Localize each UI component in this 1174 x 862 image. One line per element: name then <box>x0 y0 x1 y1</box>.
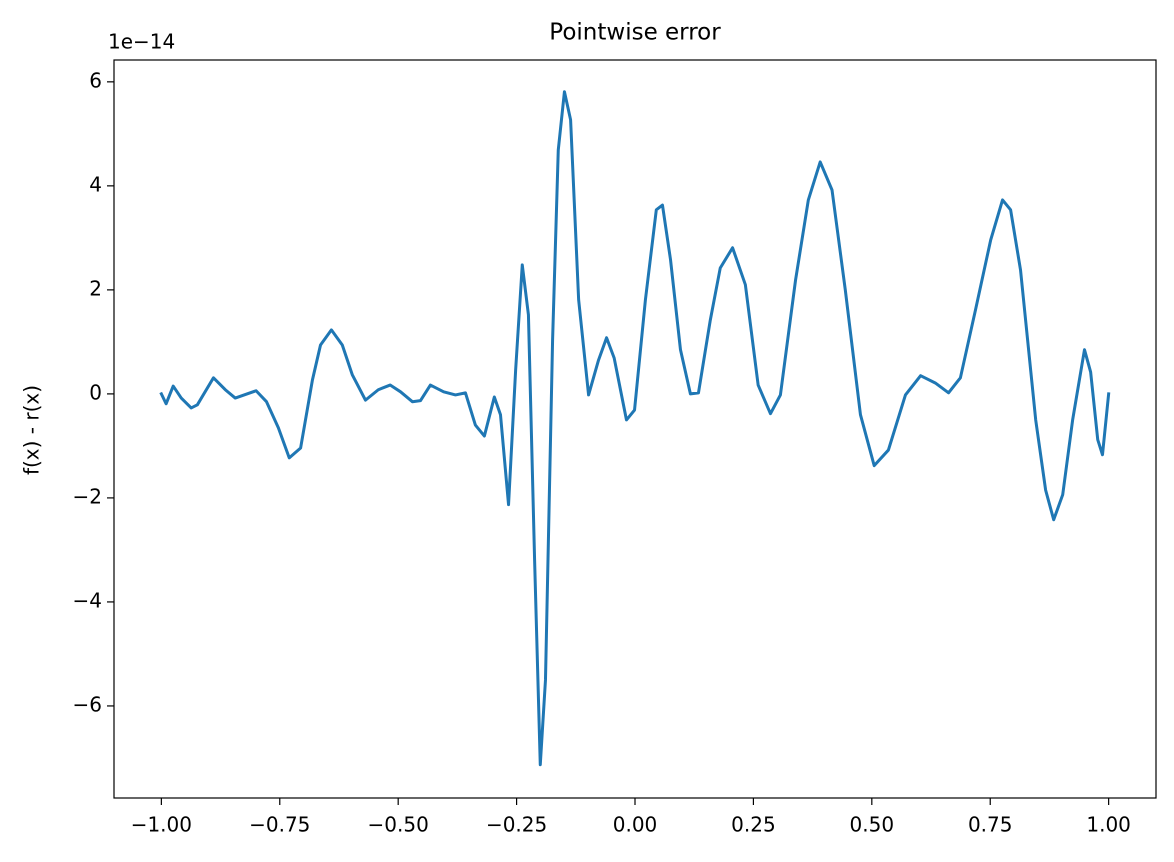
chart-title: Pointwise error <box>549 20 721 46</box>
x-tick-label: −0.50 <box>368 813 429 837</box>
y-tick-label: −2 <box>73 484 102 508</box>
x-tick-label: 0.25 <box>731 813 776 837</box>
x-tick-label: −1.00 <box>131 813 192 837</box>
y-tick-label: −6 <box>73 692 102 716</box>
x-tick-label: 0.75 <box>968 813 1013 837</box>
y-tick-label: −4 <box>73 588 102 612</box>
data-line <box>159 90 1111 767</box>
y-tick-label: 0 <box>89 380 102 404</box>
x-tick-label: 1.00 <box>1086 813 1131 837</box>
plot-frame <box>113 59 1157 799</box>
x-tick-label: −0.75 <box>249 813 310 837</box>
axis-offset-label: 1e−14 <box>108 30 175 54</box>
x-tick-label: −0.25 <box>486 813 547 837</box>
y-axis-label: f(x) - r(x) <box>20 385 44 475</box>
y-tick-label: 6 <box>89 68 102 92</box>
y-tick-label: 2 <box>89 276 102 300</box>
y-tick-label: 4 <box>89 172 102 196</box>
x-tick-label: 0.50 <box>850 813 895 837</box>
x-tick-label: 0.00 <box>613 813 658 837</box>
